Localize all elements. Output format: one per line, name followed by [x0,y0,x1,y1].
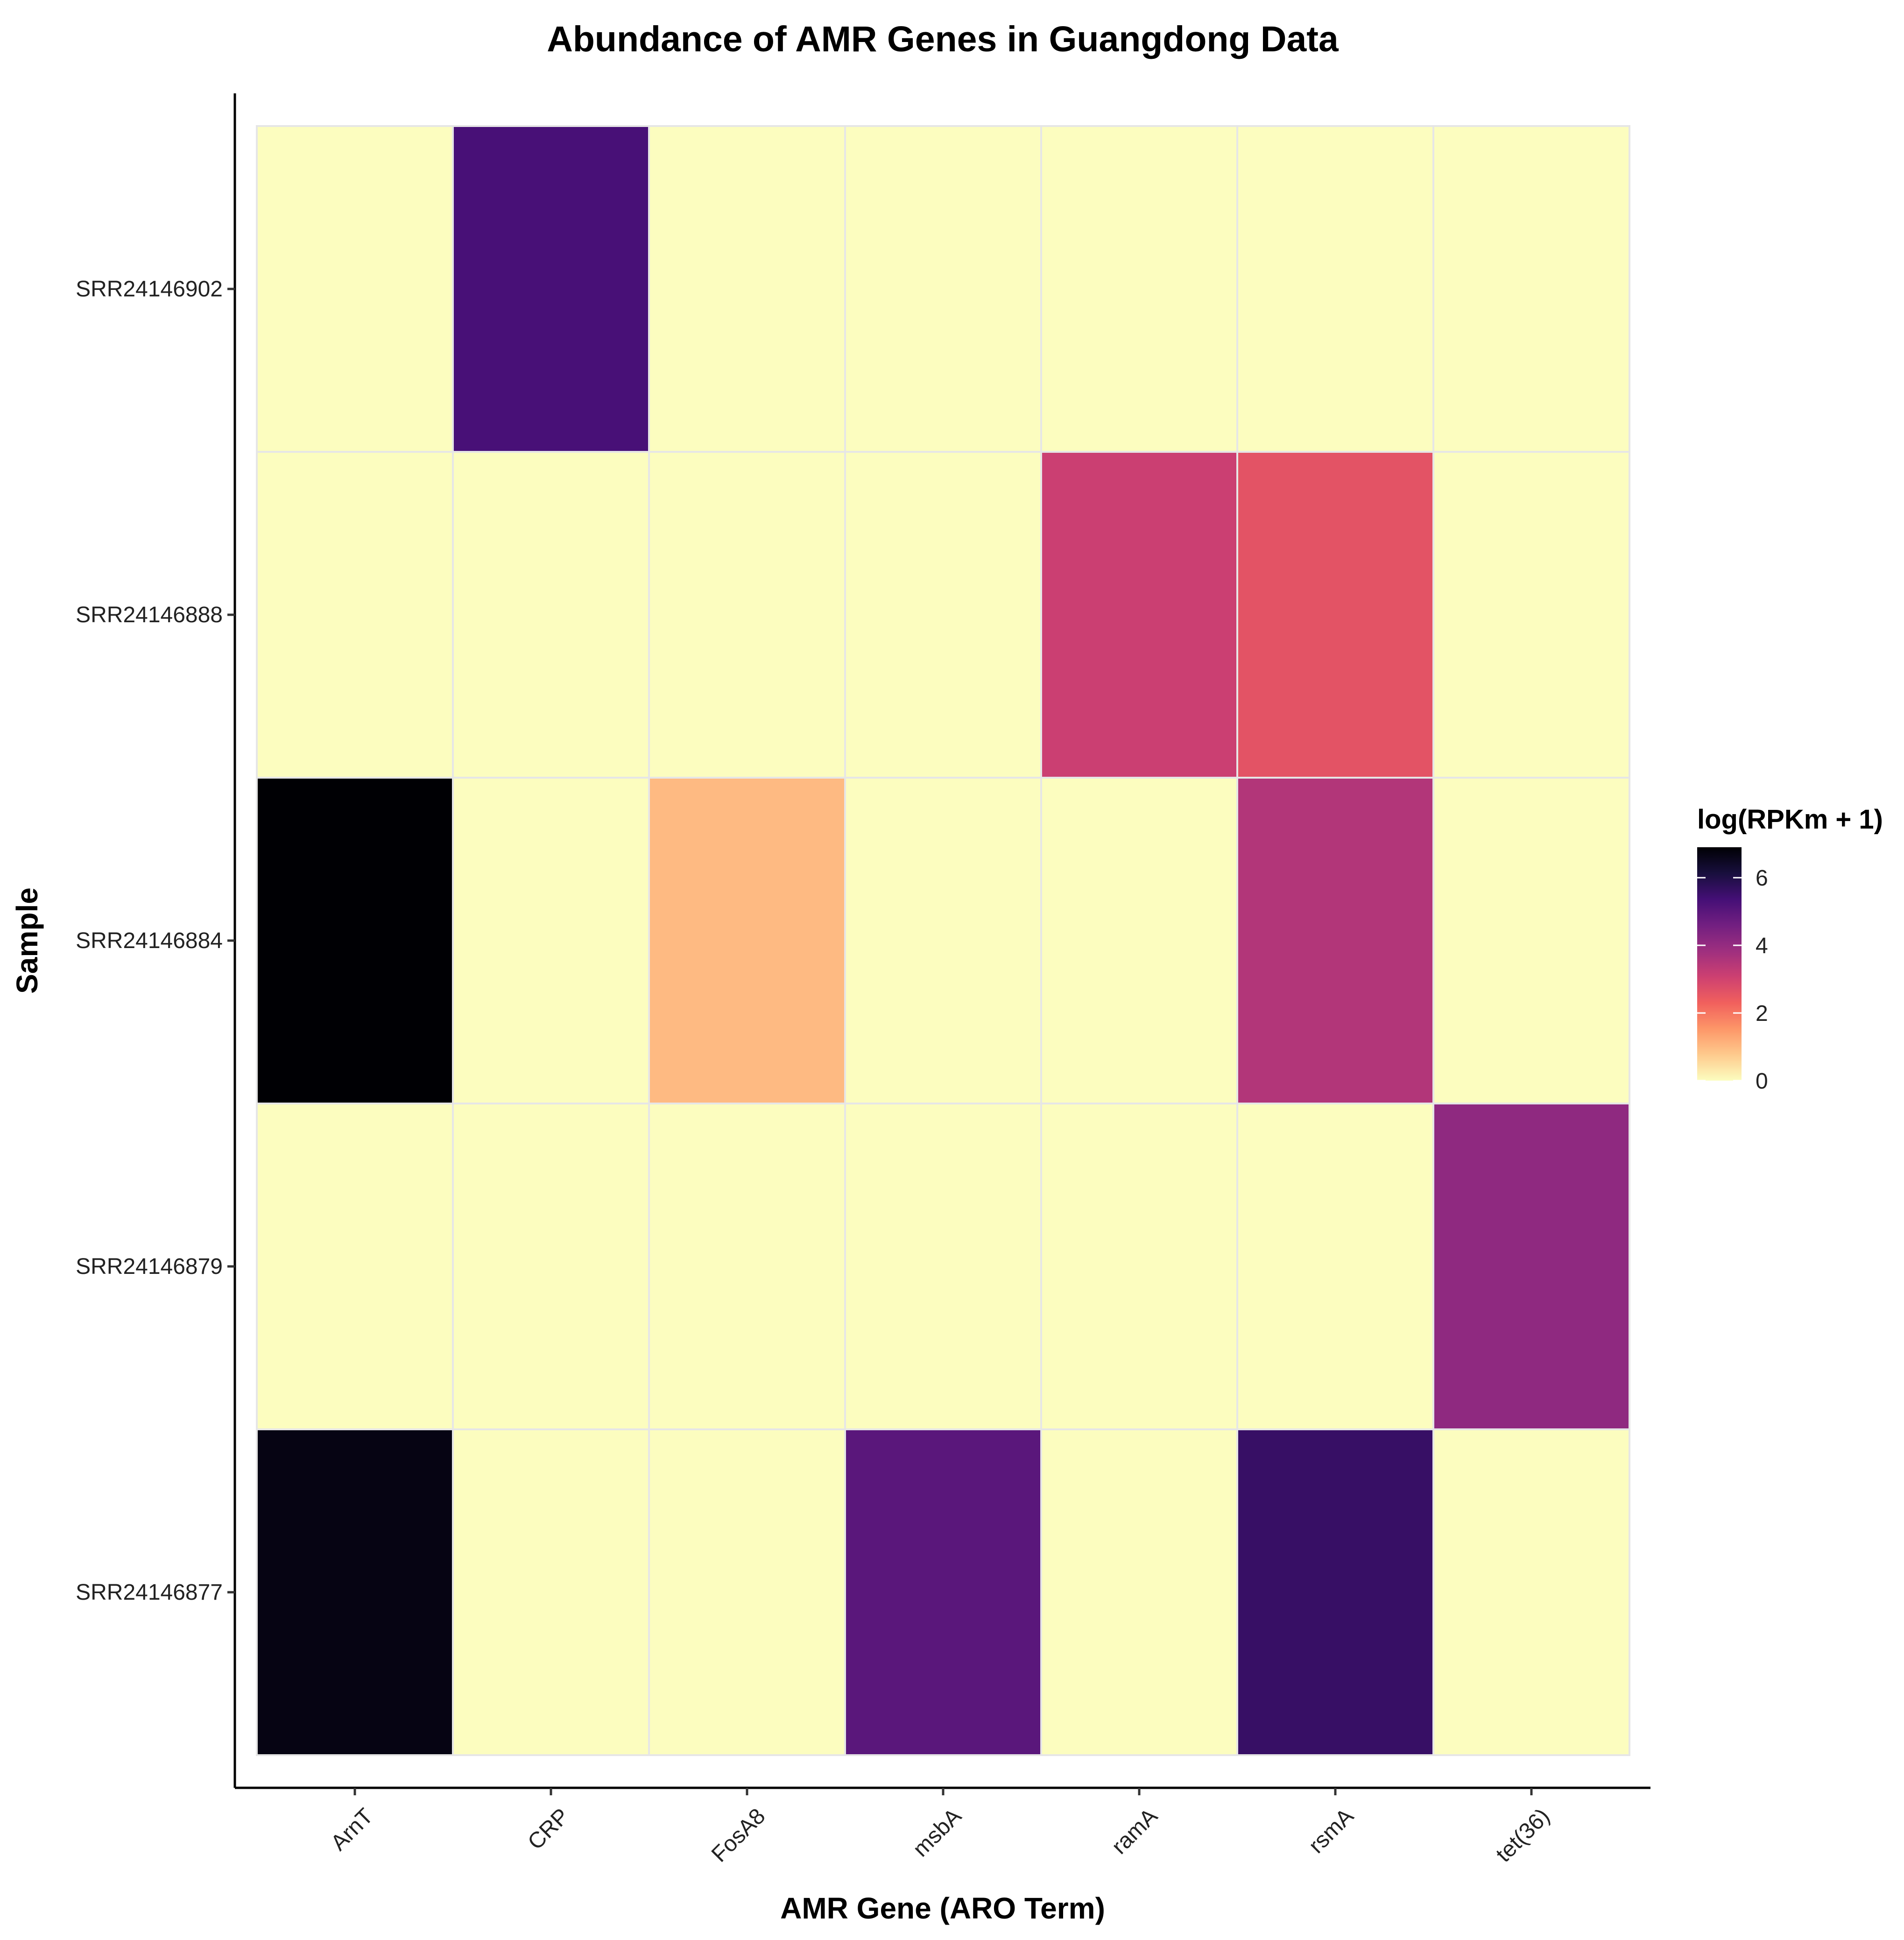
heatmap-cell [1432,1103,1630,1430]
heatmap-cell [1236,1428,1434,1756]
legend-tick-label: 2 [1756,1001,1768,1026]
y-axis-title: Sample [10,887,44,994]
heatmap-cell [256,777,454,1104]
x-tick-label: tet(36) [1491,1804,1555,1867]
heatmap-cell [844,451,1042,779]
heatmap-cell [1040,125,1238,453]
heatmap-cell [648,451,846,779]
heatmap-cell [256,1428,454,1756]
y-axis-ticks: SRR24146902 SRR24146888 SRR24146884 SRR2414… [76,277,235,1605]
x-tick-label: msbA [908,1804,966,1862]
x-tick-label: CRP [523,1804,574,1855]
heatmap-cell [256,451,454,779]
heatmap-cell [844,125,1042,453]
y-tick-label: SRR24146879 [76,1254,223,1279]
heatmap-cell [1432,777,1630,1104]
heatmap-cell [1432,1428,1630,1756]
heatmap-cell [1236,777,1434,1104]
color-legend: log(RPKm + 1) 0 2 4 6 [1697,804,1883,1094]
heatmap-cell [256,125,454,453]
y-tick-label: SRR24146888 [76,603,223,627]
heatmap-cell [1040,1428,1238,1756]
y-tick-label: SRR24146902 [76,277,223,302]
heatmap-cells [256,125,1630,1756]
legend-colorbar [1697,847,1742,1081]
heatmap-cell [1432,451,1630,779]
x-tick-label: ramA [1107,1804,1163,1859]
heatmap-cell [1236,125,1434,453]
heatmap-cell [648,1103,846,1430]
x-axis-title: AMR Gene (ARO Term) [780,1891,1105,1925]
legend-tick-label: 6 [1756,866,1768,891]
legend-ticks: 0 2 4 6 [1697,866,1768,1094]
x-axis-ticks: ArnT CRP FosA8 msbA ramA rsmA tet(36) [326,1788,1555,1867]
heatmap-cell [648,1428,846,1756]
heatmap-cell [1040,777,1238,1104]
heatmap-cell [452,451,650,779]
chart-title: Abundance of AMR Genes in Guangdong Data [547,19,1339,59]
heatmap-cell [1236,451,1434,779]
heatmap-cell [648,125,846,453]
heatmap-cell [1040,451,1238,779]
legend-title: log(RPKm + 1) [1697,804,1883,835]
x-tick-label: FosA8 [707,1804,770,1867]
y-tick-label: SRR24146877 [76,1580,223,1605]
heatmap-cell [844,777,1042,1104]
legend-tick-label: 0 [1756,1069,1768,1094]
y-tick-label: SRR24146884 [76,928,223,953]
heatmap-cell [648,777,846,1104]
heatmap-cell [452,1428,650,1756]
heatmap-cell [452,1103,650,1430]
heatmap-cell [452,777,650,1104]
legend-tick-label: 4 [1756,934,1768,958]
heatmap-cell [256,1103,454,1430]
x-tick-label: rsmA [1304,1804,1359,1858]
heatmap-cell [844,1428,1042,1756]
heatmap-cell [1432,125,1630,453]
heatmap-cell [844,1103,1042,1430]
x-tick-label: ArnT [326,1804,378,1856]
heatmap-cell [452,125,650,453]
heatmap-cell [1236,1103,1434,1430]
heatmap-cell [1040,1103,1238,1430]
